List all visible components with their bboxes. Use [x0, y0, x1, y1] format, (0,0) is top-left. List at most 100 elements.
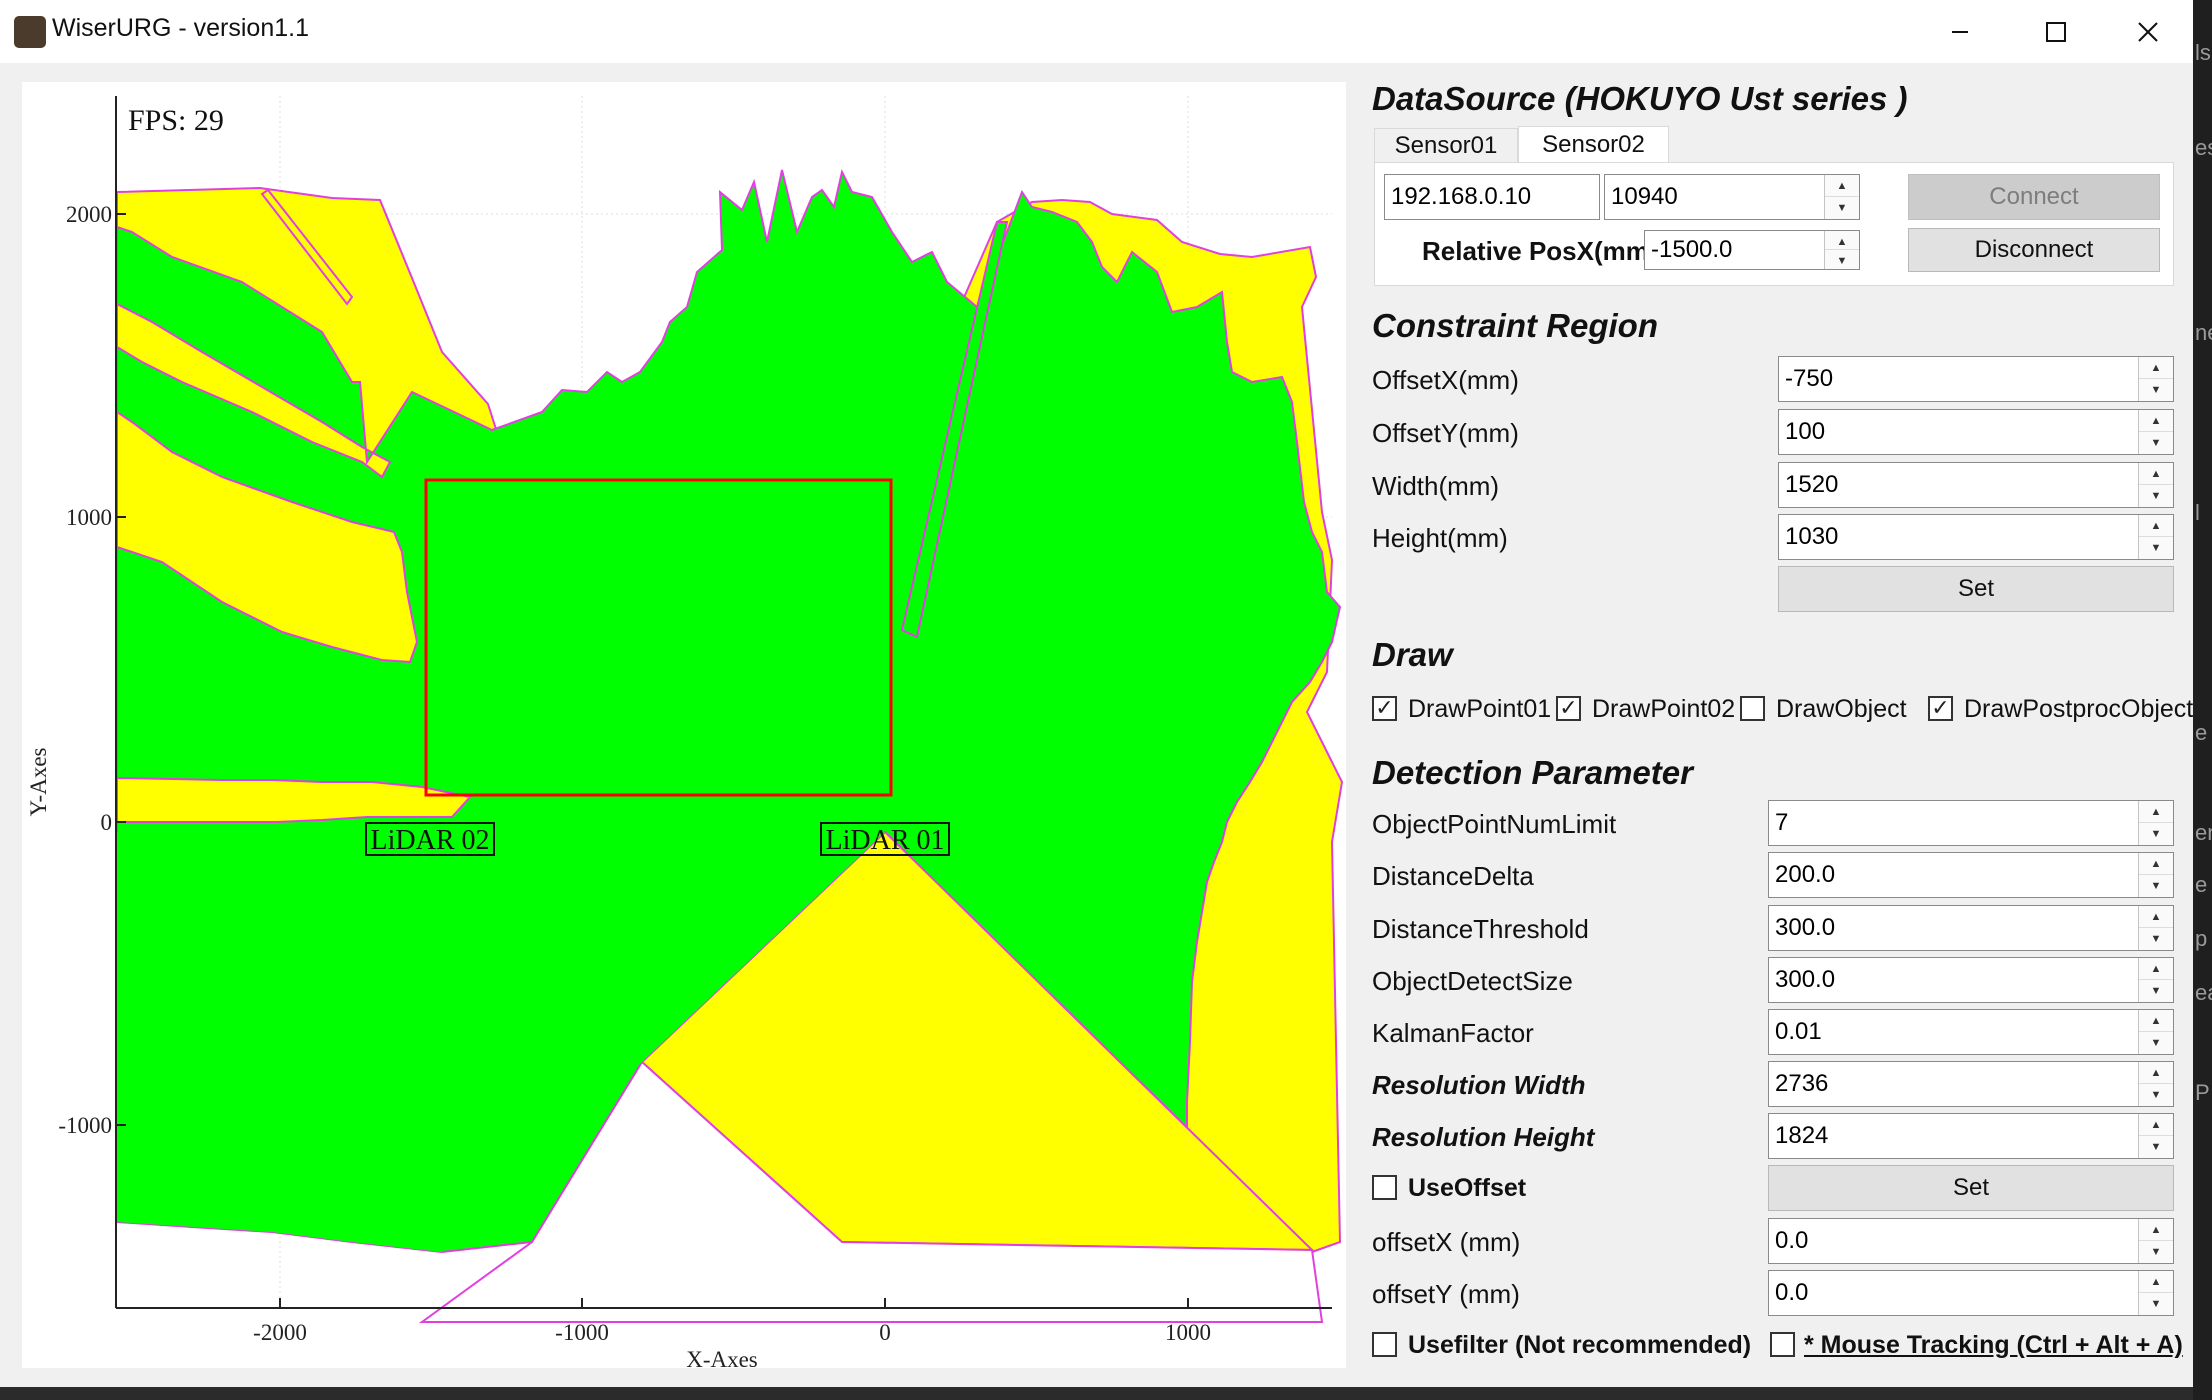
constraint-offsety-label: OffsetY(mm) — [1372, 418, 1519, 448]
x-tick-label: 0 — [879, 1320, 891, 1345]
tab-sensor01[interactable]: Sensor01 — [1374, 128, 1518, 162]
y-axis-title: Y-Axes — [26, 747, 51, 816]
fps-readout: FPS: 29 — [128, 104, 224, 137]
minimize-button[interactable] — [1914, 0, 2006, 63]
relative-posx-value: -1500.0 — [1651, 236, 1733, 263]
constraint-height-label: Height(mm) — [1372, 523, 1508, 553]
useoffset-checkbox[interactable] — [1372, 1175, 1397, 1200]
spin-down-icon[interactable]: ▼ — [1825, 196, 1859, 219]
y-tick-label: 1000 — [66, 505, 112, 530]
connect-button[interactable]: Connect — [1908, 174, 2160, 220]
kalmanfactor-value: 0.01 — [1775, 1018, 1822, 1045]
offsetx-label: offsetX (mm) — [1372, 1227, 1521, 1257]
title-bar[interactable]: WiserURG - version1.1 — [0, 0, 2193, 63]
ip-address-value: 192.168.0.10 — [1391, 183, 1532, 210]
resolution-height-label: Resolution Height — [1372, 1122, 1595, 1152]
drawpoint01-checkbox[interactable]: ✓ — [1372, 696, 1397, 721]
resolution-width-label: Resolution Width — [1372, 1070, 1586, 1100]
resolution-width-spinbox[interactable]: 2736 ▲ ▼ — [1768, 1061, 2174, 1107]
maximize-icon — [2046, 22, 2066, 42]
resolution-height-value: 1824 — [1775, 1122, 1829, 1149]
constraint-region-title: Constraint Region — [1372, 307, 1658, 344]
ip-address-input[interactable]: 192.168.0.10 — [1384, 174, 1600, 220]
constraint-offsetx-value: -750 — [1785, 365, 1834, 392]
usefilter-checkbox[interactable] — [1372, 1332, 1397, 1357]
constraint-offsety-spinbox[interactable]: 100 ▲ ▼ — [1778, 409, 2174, 455]
drawpostprocobject-checkbox[interactable]: ✓ — [1928, 696, 1953, 721]
minimize-icon — [1952, 31, 1968, 33]
objectdetectsize-label: ObjectDetectSize — [1372, 966, 1573, 996]
lidar01-label: LiDAR 01 — [826, 825, 945, 856]
useoffset-label: UseOffset — [1408, 1174, 1527, 1202]
kalmanfactor-spinbox[interactable]: 0.01 ▲ ▼ — [1768, 1009, 2174, 1055]
control-panel: DataSource (HOKUYO Ust series ) Sensor01… — [1360, 0, 2193, 1387]
constraint-region-rect — [424, 478, 893, 797]
spin-up-icon[interactable]: ▲ — [1836, 180, 1848, 192]
distancethreshold-label: DistanceThreshold — [1372, 914, 1589, 944]
objectdetectsize-value: 300.0 — [1775, 966, 1836, 993]
constraint-height-spinbox[interactable]: 1030 ▲ ▼ — [1778, 514, 2174, 560]
objectpointnumlimit-spinbox[interactable]: 7 ▲ ▼ — [1768, 800, 2174, 846]
datasource-title: DataSource (HOKUYO Ust series ) — [1372, 80, 1908, 117]
y-tick-label: 2000 — [66, 202, 112, 227]
drawpostprocobject-label: DrawPostprocObject — [1964, 695, 2193, 723]
kalmanfactor-label: KalmanFactor — [1372, 1018, 1534, 1048]
resolution-height-spinbox[interactable]: 1824 ▲ ▼ — [1768, 1113, 2174, 1159]
x-axis-title: X-Axes — [686, 1347, 758, 1368]
port-spin-buttons[interactable]: ▲ ▼ — [1824, 175, 1859, 219]
constraint-set-button[interactable]: Set — [1778, 566, 2174, 612]
close-icon — [2138, 22, 2158, 42]
constraint-width-spinbox[interactable]: 1520 ▲ ▼ — [1778, 462, 2174, 508]
objectdetectsize-spinbox[interactable]: 300.0 ▲ ▼ — [1768, 957, 2174, 1003]
detection-set-button[interactable]: Set — [1768, 1165, 2174, 1211]
offsety-label: offsetY (mm) — [1372, 1279, 1520, 1309]
relative-posx-spinbox[interactable]: -1500.0 ▲ ▼ — [1644, 230, 1860, 270]
offsetx-spinbox[interactable]: 0.0 ▲ ▼ — [1768, 1218, 2174, 1264]
window-title: WiserURG - version1.1 — [52, 14, 309, 42]
constraint-offsetx-label: OffsetX(mm) — [1372, 365, 1519, 395]
constraint-height-value: 1030 — [1785, 523, 1839, 550]
drawpoint01-label: DrawPoint01 — [1408, 695, 1552, 723]
lidar-plot[interactable]: -2000 -1000 0 1000 2000 1000 0 -1000 X-A… — [22, 82, 1346, 1368]
drawpoint02-label: DrawPoint02 — [1592, 695, 1736, 723]
distancedelta-label: DistanceDelta — [1372, 861, 1534, 891]
objectpointnumlimit-label: ObjectPointNumLimit — [1372, 809, 1617, 839]
port-spinbox[interactable]: 10940 ▲ ▼ — [1604, 174, 1860, 220]
lidar02-label: LiDAR 02 — [371, 825, 490, 856]
lidar-plot-canvas[interactable]: -2000 -1000 0 1000 2000 1000 0 -1000 X-A… — [22, 82, 1346, 1368]
drawobject-checkbox[interactable] — [1740, 696, 1765, 721]
constraint-offsetx-spinbox[interactable]: -750 ▲ ▼ — [1778, 356, 2174, 402]
app-icon — [14, 16, 46, 48]
distancethreshold-spinbox[interactable]: 300.0 ▲ ▼ — [1768, 905, 2174, 951]
constraint-width-value: 1520 — [1785, 471, 1839, 498]
relative-posx-spin-buttons[interactable]: ▲ ▼ — [1824, 231, 1859, 269]
drawobject-label: DrawObject — [1776, 695, 1907, 723]
y-tick-label: 0 — [101, 810, 113, 835]
relative-posx-label: Relative PosX(mm) — [1422, 236, 1658, 266]
port-value: 10940 — [1611, 183, 1678, 210]
constraint-offsety-value: 100 — [1785, 418, 1826, 445]
resolution-width-value: 2736 — [1775, 1070, 1829, 1097]
mouse-tracking-label[interactable]: * Mouse Tracking (Ctrl + Alt + A) — [1804, 1331, 2183, 1359]
y-tick-label: -1000 — [58, 1113, 112, 1138]
detection-parameter-title: Detection Parameter — [1372, 754, 1693, 791]
distancedelta-spinbox[interactable]: 200.0 ▲ ▼ — [1768, 852, 2174, 898]
drawpoint02-checkbox[interactable]: ✓ — [1556, 696, 1581, 721]
offsetx-value: 0.0 — [1775, 1227, 1809, 1254]
offsety-spinbox[interactable]: 0.0 ▲ ▼ — [1768, 1270, 2174, 1316]
background-window-strip: ls es ne l e en e p ea P — [2193, 0, 2212, 1400]
draw-title: Draw — [1372, 636, 1453, 673]
offsety-value: 0.0 — [1775, 1279, 1809, 1306]
mouse-tracking-checkbox[interactable] — [1770, 1332, 1795, 1357]
scan-ray — [260, 188, 354, 306]
unscanned-gap — [418, 1060, 1324, 1323]
disconnect-button[interactable]: Disconnect — [1908, 228, 2160, 272]
x-tick-label: -2000 — [253, 1320, 307, 1345]
maximize-button[interactable] — [2010, 0, 2102, 63]
close-button[interactable] — [2102, 0, 2193, 63]
tab-sensor02[interactable]: Sensor02 — [1518, 126, 1669, 164]
x-tick-label: -1000 — [555, 1320, 609, 1345]
usefilter-label: Usefilter (Not recommended) — [1408, 1331, 1752, 1359]
objectpointnumlimit-value: 7 — [1775, 809, 1789, 836]
